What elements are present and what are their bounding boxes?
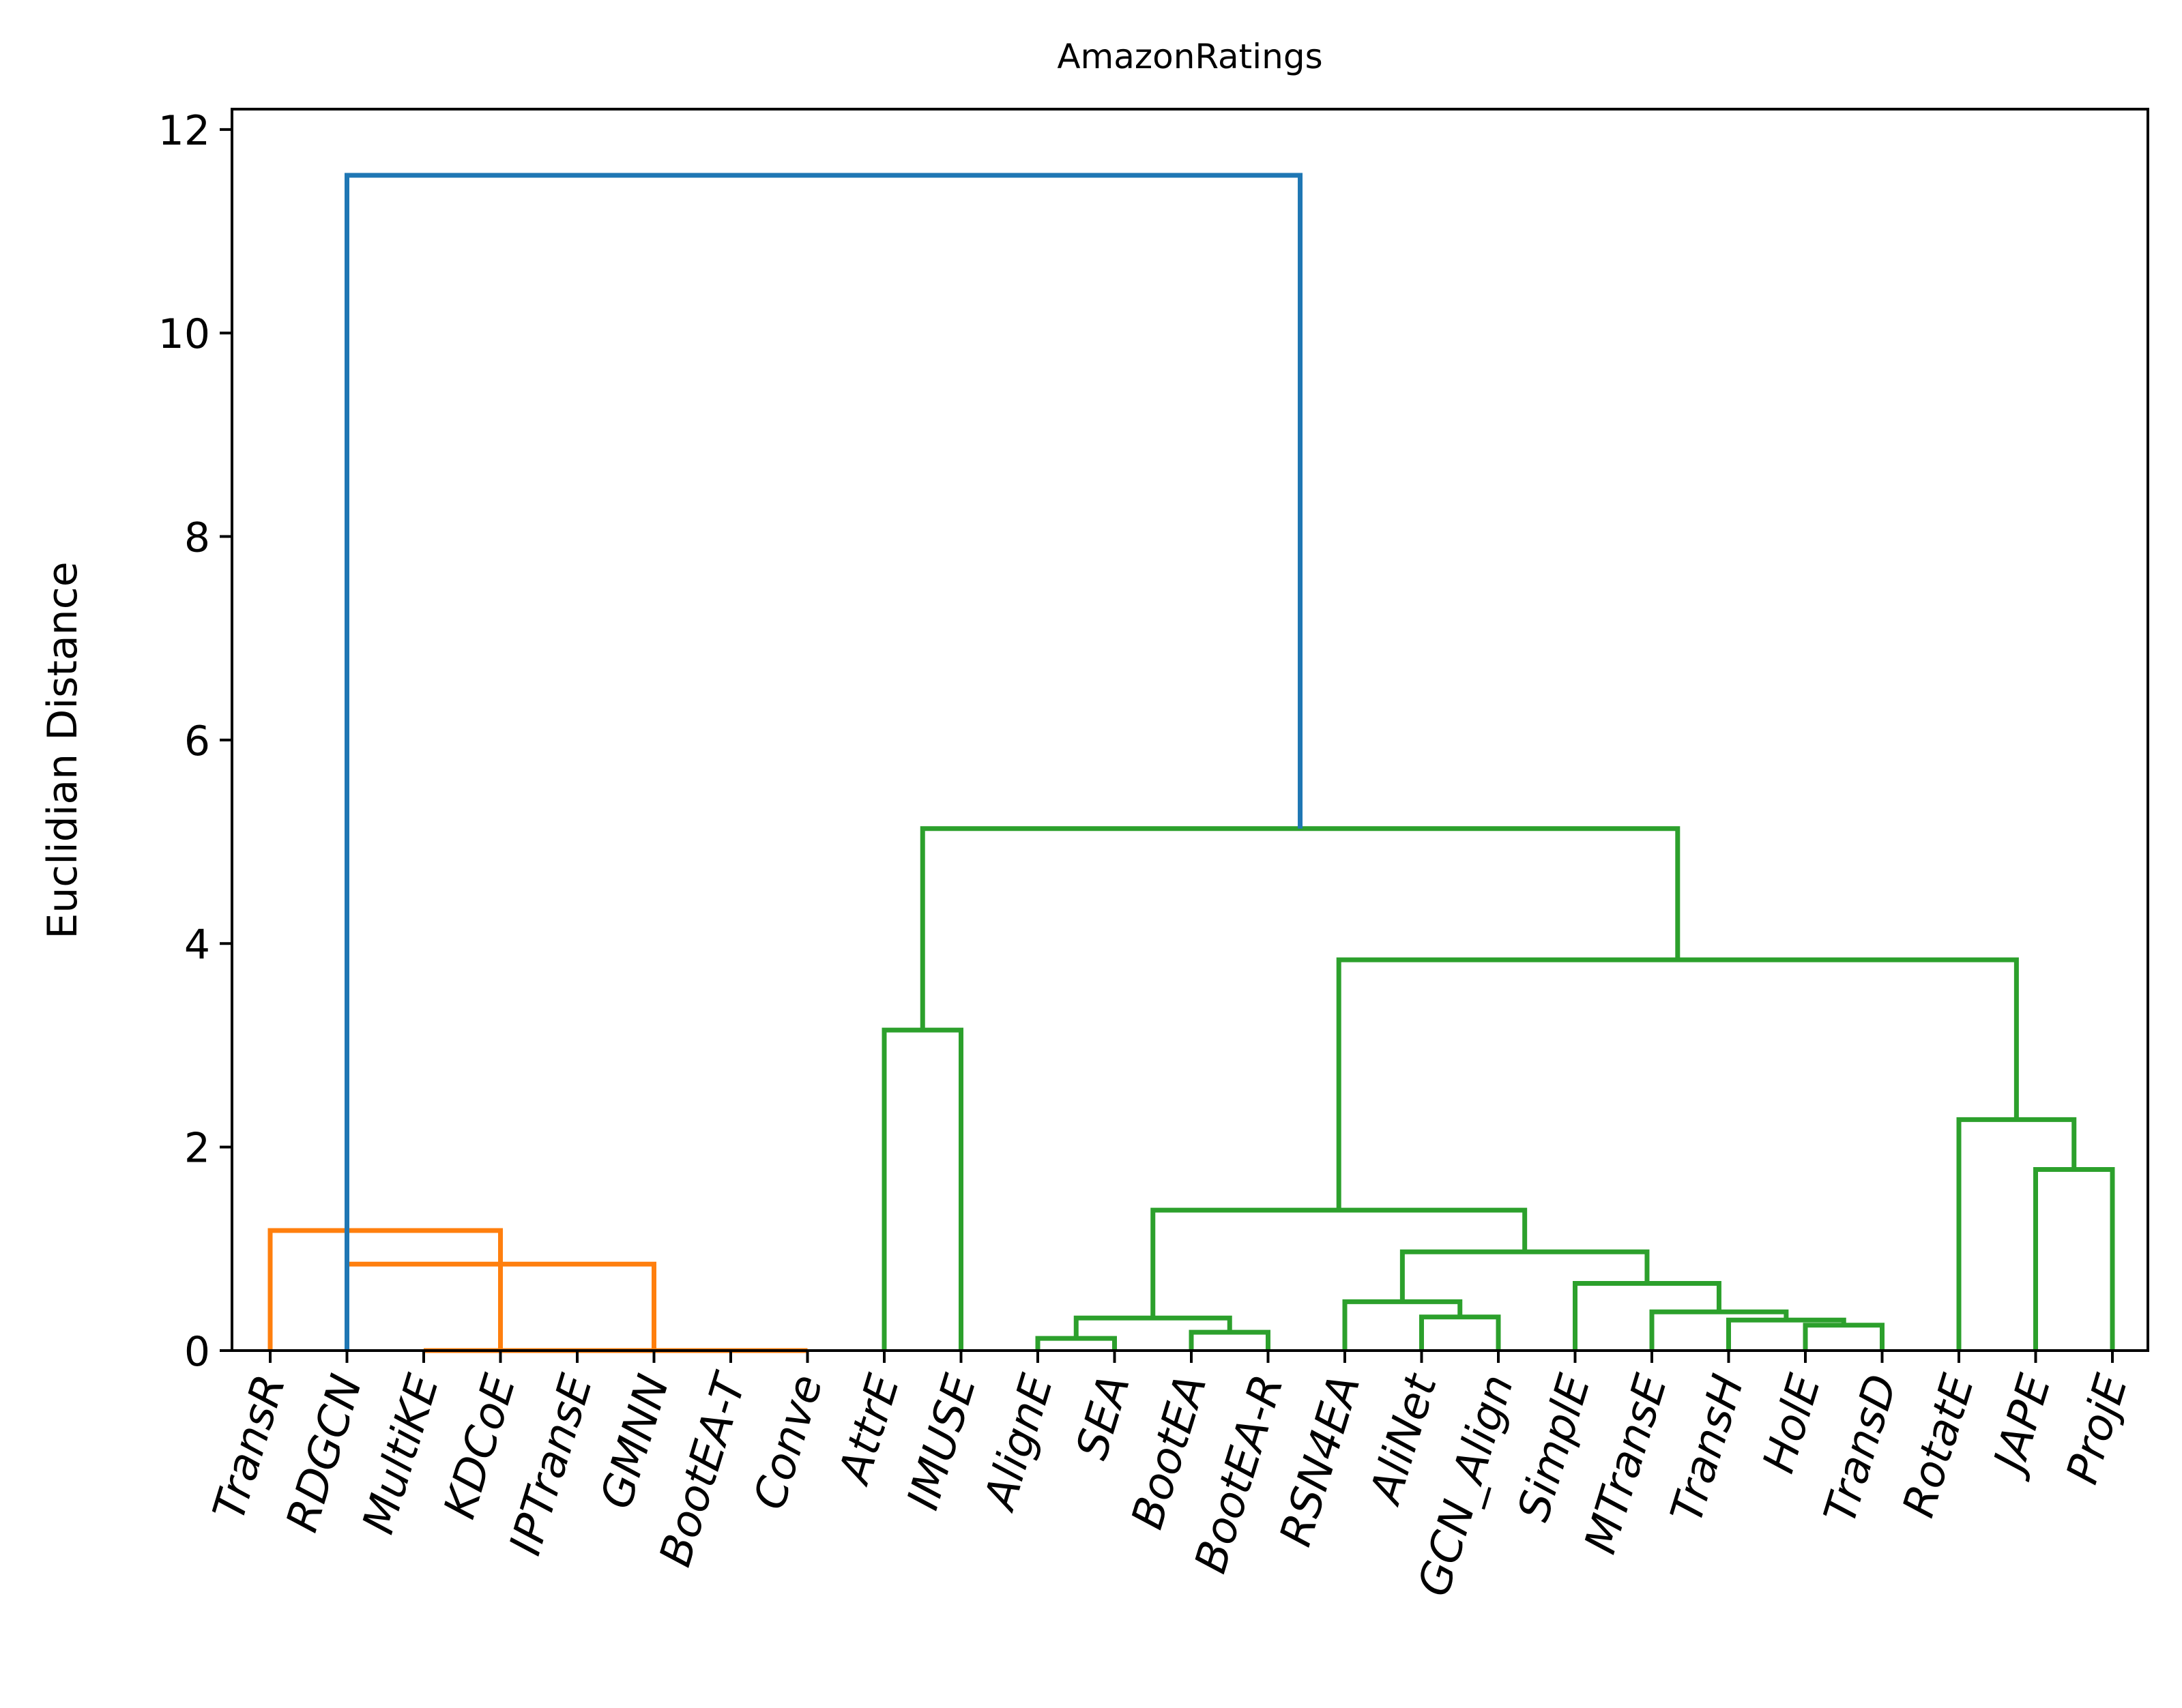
dendrogram-link-16	[1573, 1281, 1721, 1351]
y-tick-label: 8	[184, 514, 210, 562]
dendrogram-link-14	[1726, 1317, 1846, 1351]
leaf-label: HolE	[1754, 1369, 1831, 1479]
y-axis-label: Euclidian Distance	[39, 561, 87, 939]
y-tick-label: 10	[158, 310, 210, 358]
dendrogram-links	[267, 173, 2115, 1353]
leaf-label: TransH	[1661, 1369, 1754, 1529]
dendrogram-link-12	[1342, 1299, 1463, 1351]
dendrogram-link-10	[1073, 1315, 1232, 1339]
dendrogram-link-6	[267, 1228, 503, 1351]
leaf-label: AliNet	[1360, 1367, 1448, 1512]
dendrogram-link-8	[1035, 1336, 1117, 1351]
leaf-label: TransD	[1815, 1369, 1908, 1529]
leaf-label: RotatE	[1893, 1369, 1984, 1523]
leaf-label: IMUSE	[898, 1369, 987, 1516]
leaf-label: AttrE	[828, 1369, 910, 1492]
dendrogram-link-9	[1189, 1329, 1270, 1351]
dendrogram-link-13	[1803, 1323, 1885, 1351]
x-axis: TransRRDGCNMultiKEKDCoEIPTransEGMNNBootE…	[204, 1351, 2138, 1602]
chart-title: AmazonRatings	[1057, 37, 1322, 76]
dendrogram-link-7	[882, 1027, 963, 1351]
dendrogram-link-18	[1150, 1207, 1528, 1319]
plot-frame	[231, 108, 2149, 1352]
dendrogram-link-17	[1399, 1249, 1650, 1302]
dendrogram-link-21	[1336, 957, 2019, 1211]
leaf-label: JAPE	[1982, 1369, 2061, 1484]
leaf-label: ProjE	[2057, 1369, 2138, 1490]
dendrogram-link-11	[1419, 1314, 1501, 1351]
y-tick-label: 12	[158, 107, 210, 155]
y-axis: 0 2 4 6 8 10 12	[158, 107, 232, 1376]
leaf-label: SEA	[1067, 1369, 1140, 1465]
dendrogram-link-20	[1956, 1117, 2077, 1351]
leaf-label: TransR	[204, 1369, 296, 1526]
leaf-label: SimplE	[1509, 1369, 1601, 1527]
leaf-label: AlignE	[974, 1369, 1064, 1518]
y-tick-label: 4	[184, 921, 210, 969]
y-tick-label: 0	[184, 1328, 210, 1376]
leaf-label: Conve	[744, 1369, 833, 1515]
leaf-label: GMNN	[591, 1369, 679, 1514]
y-tick-label: 6	[184, 718, 210, 765]
y-tick-label: 2	[184, 1125, 210, 1173]
dendrogram-link-19	[2033, 1166, 2115, 1351]
leaf-label: KDCoE	[435, 1369, 526, 1525]
dendrogram-link-22	[920, 826, 1681, 1031]
dendrogram-link-23	[345, 173, 1303, 1351]
